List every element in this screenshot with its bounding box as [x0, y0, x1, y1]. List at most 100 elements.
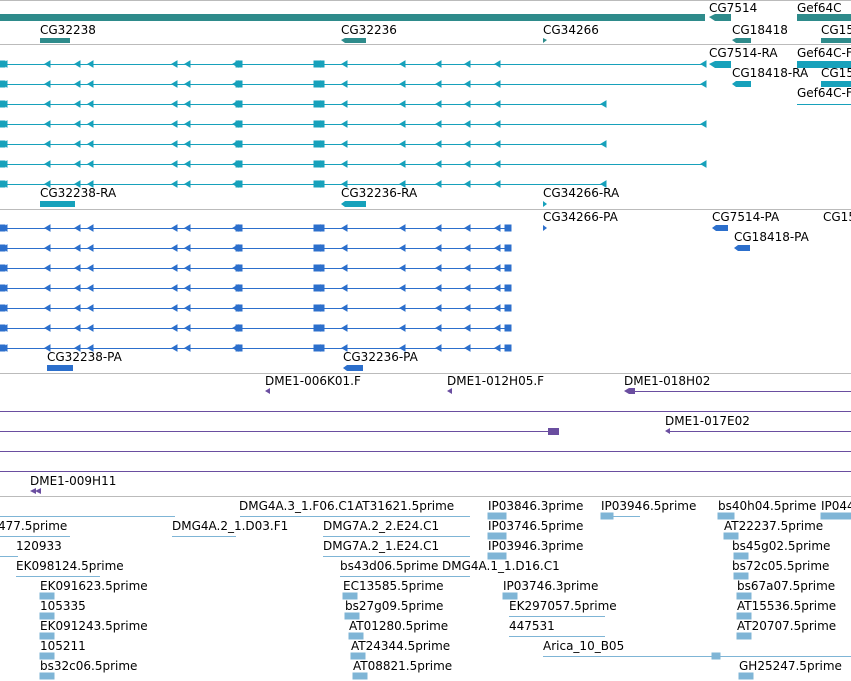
- protein-label-CG32236-PA[interactable]: CG32236-PA: [343, 350, 419, 364]
- est-label[interactable]: bs43d06.5prime: [340, 559, 438, 573]
- transcript-label-CG18418-RA[interactable]: CG18418-RA: [732, 66, 809, 80]
- transcript-exon-arrow[interactable]: [184, 180, 191, 188]
- transcript-exon-arrow[interactable]: [74, 60, 81, 68]
- est-label[interactable]: bs40h04.5prime: [718, 499, 816, 513]
- protein-exon[interactable]: [313, 224, 325, 232]
- est-label[interactable]: EK091623.5prime: [40, 579, 148, 593]
- transcript-exon[interactable]: [235, 140, 243, 148]
- transcript-label-CG34266-RA[interactable]: CG34266-RA: [543, 186, 620, 200]
- protein-exon[interactable]: [235, 224, 243, 232]
- transcript-end-arrow[interactable]: [700, 120, 707, 128]
- transcript-exon-arrow[interactable]: [87, 60, 94, 68]
- protein-exon-arrow[interactable]: [44, 344, 51, 352]
- protein-exon-arrow[interactable]: [435, 304, 442, 312]
- gene-label-CG34266[interactable]: CG34266: [543, 23, 599, 37]
- protein-exon[interactable]: [235, 304, 243, 312]
- est-label[interactable]: 120933: [16, 539, 62, 553]
- transcript-exon-arrow[interactable]: [171, 120, 178, 128]
- transcript-exon-arrow[interactable]: [184, 160, 191, 168]
- est-block[interactable]: [736, 612, 752, 620]
- est-label[interactable]: AT20707.5prime: [737, 619, 836, 633]
- protein-exon-arrow[interactable]: [184, 244, 191, 252]
- protein-exon[interactable]: [313, 344, 325, 352]
- transcript-exon[interactable]: [313, 140, 325, 148]
- transcript-exon-arrow[interactable]: [341, 180, 348, 188]
- protein-exon-arrow[interactable]: [87, 284, 94, 292]
- protein-exon-arrow[interactable]: [494, 344, 501, 352]
- transcript-exon-arrow[interactable]: [494, 80, 501, 88]
- est-block[interactable]: [487, 512, 507, 520]
- clone-feature-DME1-009H11[interactable]: [30, 488, 36, 494]
- protein-exon-arrow[interactable]: [494, 244, 501, 252]
- protein-exon-arrow[interactable]: [435, 284, 442, 292]
- protein-exon[interactable]: [235, 344, 243, 352]
- protein-exon[interactable]: [504, 324, 512, 332]
- transcript-exon[interactable]: [313, 60, 325, 68]
- protein-exon-arrow[interactable]: [171, 304, 178, 312]
- protein-exon-arrow[interactable]: [341, 264, 348, 272]
- protein-cds-CG32238-PA[interactable]: [47, 365, 73, 371]
- transcript-exon-arrow[interactable]: [1, 80, 8, 88]
- est-label[interactable]: bs67a07.5prime: [737, 579, 835, 593]
- protein-label-CG15[interactable]: CG15: [823, 210, 851, 224]
- est-track[interactable]: DMG4A.3_1.F06.C1 AT31621.5prime IP03846.…: [0, 499, 851, 680]
- est-block[interactable]: [487, 532, 507, 540]
- gene-span-bar[interactable]: [0, 14, 705, 21]
- est-block[interactable]: [502, 592, 518, 600]
- transcript-exon-arrow[interactable]: [435, 100, 442, 108]
- est-label[interactable]: EK091243.5prime: [40, 619, 148, 633]
- protein-exon-arrow[interactable]: [74, 244, 81, 252]
- est-label[interactable]: IP044: [821, 499, 851, 513]
- protein-exon-arrow[interactable]: [184, 264, 191, 272]
- est-block[interactable]: [820, 512, 851, 520]
- transcript-end-arrow[interactable]: [700, 160, 707, 168]
- protein-exon-arrow[interactable]: [464, 284, 471, 292]
- transcript-exon-arrow[interactable]: [341, 140, 348, 148]
- transcript-rows[interactable]: [0, 64, 705, 185]
- est-label[interactable]: EK098124.5prime: [16, 559, 124, 573]
- protein-feature-CG34266-PA[interactable]: [543, 225, 547, 231]
- gene-label-CG7514[interactable]: CG7514: [709, 1, 757, 15]
- transcript-exon-arrow[interactable]: [341, 80, 348, 88]
- protein-exon-arrow[interactable]: [171, 344, 178, 352]
- transcript-exon-arrow[interactable]: [184, 120, 191, 128]
- protein-exon[interactable]: [313, 244, 325, 252]
- protein-exon-arrow[interactable]: [184, 224, 191, 232]
- est-label[interactable]: AT15536.5prime: [737, 599, 836, 613]
- transcript-exon-arrow[interactable]: [399, 60, 406, 68]
- transcript-exon-arrow[interactable]: [44, 100, 51, 108]
- protein-exon-arrow[interactable]: [171, 224, 178, 232]
- protein-exon-arrow[interactable]: [171, 244, 178, 252]
- protein-exon-arrow[interactable]: [1, 224, 8, 232]
- transcript-label-Gef64C-F[interactable]: Gef64C-F: [797, 46, 851, 60]
- transcript-label-CG32236-RA[interactable]: CG32236-RA: [341, 186, 418, 200]
- transcript-exon-arrow[interactable]: [464, 120, 471, 128]
- transcript-exon-arrow[interactable]: [87, 80, 94, 88]
- clone-track[interactable]: DME1-006K01.F DME1-012H05.F DME1-018H02 …: [0, 374, 851, 494]
- est-label[interactable]: Arica_10_B05: [543, 639, 624, 653]
- transcript-exon-arrow[interactable]: [399, 80, 406, 88]
- protein-feature-CG18418-PA[interactable]: [734, 245, 750, 251]
- gene-feature-CG7514[interactable]: [709, 14, 731, 21]
- gene-feature-CG18418[interactable]: [732, 38, 751, 43]
- protein-exon-arrow[interactable]: [171, 264, 178, 272]
- transcript-exon[interactable]: [235, 120, 243, 128]
- est-block[interactable]: [738, 672, 754, 680]
- clone-feature-DME1-012H05.F[interactable]: [447, 388, 452, 394]
- transcript-exon-arrow[interactable]: [44, 80, 51, 88]
- transcript-exon-arrow[interactable]: [464, 140, 471, 148]
- protein-exon-arrow[interactable]: [399, 224, 406, 232]
- est-block[interactable]: [733, 552, 749, 560]
- transcript-exon-arrow[interactable]: [494, 180, 501, 188]
- transcript-exon[interactable]: [313, 120, 325, 128]
- est-label[interactable]: 477.5prime: [0, 519, 67, 533]
- transcript-exon-arrow[interactable]: [1, 140, 8, 148]
- transcript-exon-arrow[interactable]: [44, 140, 51, 148]
- transcript-exon-arrow[interactable]: [494, 140, 501, 148]
- protein-exon[interactable]: [235, 324, 243, 332]
- protein-exon-arrow[interactable]: [399, 304, 406, 312]
- transcript-exon-arrow[interactable]: [1, 160, 8, 168]
- transcript-feature-CG18418-RA[interactable]: [732, 81, 751, 87]
- gene-label-CG18418[interactable]: CG18418: [732, 23, 788, 37]
- protein-exon-arrow[interactable]: [87, 224, 94, 232]
